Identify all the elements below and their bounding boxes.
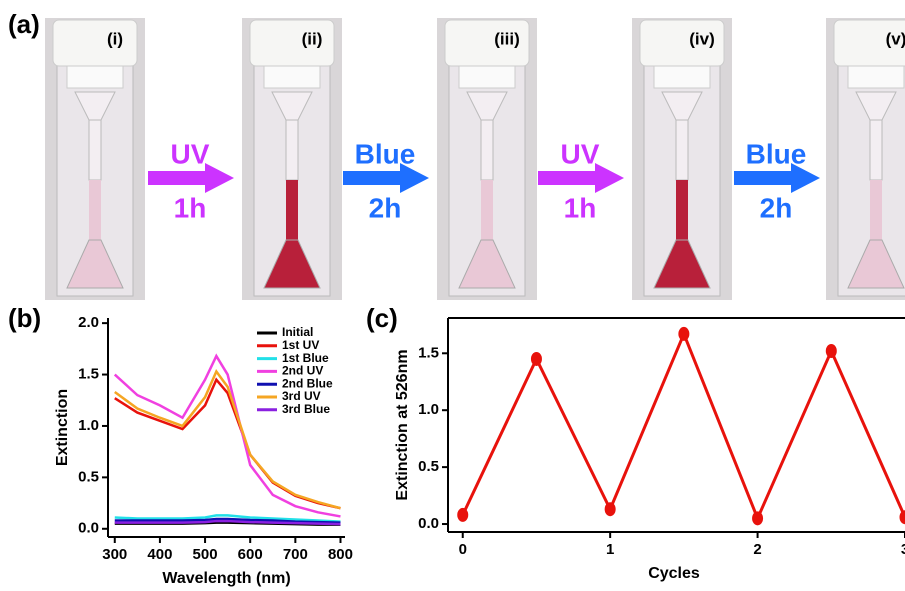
cap (52, 19, 138, 67)
y-tick-label: 0.0 (418, 515, 439, 532)
cap-ring (263, 65, 321, 89)
flask (847, 239, 905, 289)
series-line (461, 329, 905, 523)
photo-label: (v) (886, 29, 905, 48)
y-axis-title: Extinction at 526nm (394, 349, 411, 500)
neck-liquid (676, 180, 688, 240)
x-tick-label: 300 (102, 546, 127, 563)
series-line (114, 368, 341, 510)
flask (458, 239, 516, 289)
panel-label: (b) (8, 303, 41, 333)
photo-label: (i) (107, 29, 123, 48)
arrow-label: UV (561, 138, 600, 169)
legend-label: 2nd Blue (282, 376, 333, 390)
x-tick-label: 3 (901, 541, 905, 558)
photo: (iv) (632, 18, 732, 300)
arrow (148, 163, 234, 193)
y-axis-title: Extinction (54, 389, 71, 466)
series-line (113, 353, 341, 518)
cap-ring (653, 65, 711, 89)
arrow (734, 163, 820, 193)
neck (285, 119, 299, 181)
x-tick-label: 600 (238, 546, 263, 563)
neck-liquid (481, 180, 493, 240)
marker (604, 502, 616, 517)
legend-label: Initial (282, 325, 313, 339)
panel-label: (c) (366, 303, 398, 333)
neck-liquid (286, 180, 298, 240)
photo: (iii) (437, 18, 537, 300)
panel-label: (a) (8, 9, 40, 39)
series-line (114, 517, 341, 524)
x-axis-title: Cycles (648, 565, 700, 582)
legend-label: 3rd Blue (282, 402, 330, 416)
arrow-label: 2h (760, 192, 793, 223)
y-tick-label: 0.5 (418, 458, 439, 475)
flask (653, 239, 711, 289)
cap-ring (458, 65, 516, 89)
arrow-label: UV (171, 138, 210, 169)
legend-label: 3rd UV (282, 389, 321, 403)
marker (825, 344, 837, 359)
marker (678, 326, 690, 341)
arrow (343, 163, 429, 193)
neck (675, 119, 689, 181)
y-tick-label: 2.0 (78, 314, 99, 331)
neck-liquid (870, 180, 882, 240)
flask (263, 239, 321, 289)
marker (530, 351, 542, 366)
arrow-label: Blue (355, 138, 416, 169)
marker (457, 507, 469, 522)
x-tick-label: 2 (753, 541, 761, 558)
flask (66, 239, 124, 289)
photo-label: (iv) (689, 29, 715, 48)
photo: (ii) (242, 18, 342, 300)
photo-label: (ii) (302, 29, 323, 48)
neck (869, 119, 883, 181)
neck (88, 119, 102, 181)
arrow (538, 163, 624, 193)
arrow-label: Blue (746, 138, 807, 169)
legend-label: 1st UV (282, 338, 319, 352)
x-tick-label: 1 (606, 541, 614, 558)
series-line (114, 514, 341, 523)
photo-label: (iii) (494, 29, 520, 48)
arrow-label: 1h (564, 192, 597, 223)
x-axis-title: Wavelength (nm) (162, 570, 290, 587)
y-tick-label: 0.5 (78, 468, 99, 485)
x-tick-label: 700 (283, 546, 308, 563)
y-tick-label: 1.5 (78, 366, 99, 383)
photo: (i) (45, 18, 145, 300)
y-tick-label: 1.0 (78, 417, 99, 434)
series-line (114, 519, 341, 526)
arrow-label: 2h (369, 192, 402, 223)
arrow-label: 1h (174, 192, 207, 223)
x-tick-label: 400 (147, 546, 172, 563)
cap-ring (66, 65, 124, 89)
neck-liquid (89, 180, 101, 240)
x-tick-label: 500 (193, 546, 218, 563)
cap-ring (847, 65, 905, 89)
y-tick-label: 0.0 (78, 520, 99, 537)
x-tick-label: 0 (459, 541, 467, 558)
marker (899, 510, 905, 525)
x-tick-label: 800 (328, 546, 353, 563)
y-tick-label: 1.5 (418, 344, 439, 361)
y-tick-label: 1.0 (418, 401, 439, 418)
legend-label: 2nd UV (282, 364, 323, 378)
photo: (v) (826, 18, 905, 300)
legend-label: 1st Blue (282, 351, 329, 365)
neck (480, 119, 494, 181)
marker (752, 511, 764, 526)
